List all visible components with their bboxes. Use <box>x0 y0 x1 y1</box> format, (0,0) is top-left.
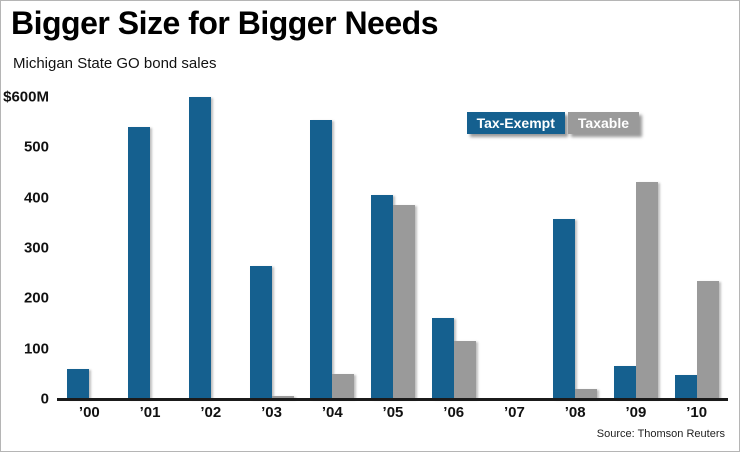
bar-tax-exempt <box>431 318 454 399</box>
x-tick-label: ’09 <box>625 404 647 421</box>
x-tick-label: ’02 <box>200 404 222 421</box>
plot-area <box>59 97 727 399</box>
x-tick-label: ’05 <box>382 404 404 421</box>
bar-taxable <box>453 341 476 399</box>
bar-tax-exempt <box>249 266 272 399</box>
source-credit: Source: Thomson Reuters <box>596 428 725 440</box>
bar-group <box>606 182 667 399</box>
y-tick-label: $600M <box>3 88 49 106</box>
x-tick-label: ’10 <box>686 404 708 421</box>
bar-tax-exempt <box>67 369 90 399</box>
x-axis-labels: ’00 ’01 ’02 ’03 ’04 ’05 ’06 ’07 ’08 ’09 ’10 <box>59 404 727 424</box>
bar-tax-exempt <box>674 375 697 399</box>
x-axis-baseline <box>57 398 728 401</box>
bar-tax-exempt <box>128 127 151 399</box>
legend: Tax-Exempt Taxable <box>466 112 639 134</box>
chart-subtitle: Michigan State GO bond sales <box>13 55 217 72</box>
legend-item-tax-exempt: Tax-Exempt <box>466 112 565 134</box>
y-tick-label: 300 <box>23 239 49 257</box>
legend-item-taxable: Taxable <box>567 112 639 134</box>
bar-group <box>241 266 302 399</box>
bar-group <box>302 120 363 399</box>
y-axis-labels: $600M 500 400 300 200 100 0 <box>1 89 53 408</box>
x-tick-label: ’08 <box>564 404 586 421</box>
y-tick-label: 500 <box>23 138 49 156</box>
bar-group <box>666 281 727 399</box>
bar-taxable <box>392 205 415 399</box>
x-tick-label: ’00 <box>78 404 100 421</box>
bar-tax-exempt <box>370 195 393 399</box>
bar-group <box>545 219 606 399</box>
bar-taxable <box>271 396 294 399</box>
y-tick-label: 200 <box>23 289 49 307</box>
y-tick-label: 100 <box>23 340 49 358</box>
bar-tax-exempt <box>188 97 211 399</box>
bar-tax-exempt <box>553 219 576 399</box>
bar-group <box>363 195 424 399</box>
x-tick-label: ’03 <box>261 404 282 421</box>
bar-group <box>59 369 120 399</box>
bar-taxable <box>635 182 658 399</box>
bar-group <box>423 318 484 399</box>
bar-taxable <box>696 281 719 399</box>
bar-group <box>180 97 241 399</box>
bar-group <box>120 127 181 399</box>
y-tick-label: 0 <box>40 390 49 408</box>
bar-tax-exempt <box>310 120 333 399</box>
x-tick-label: ’04 <box>321 404 343 421</box>
chart-title: Bigger Size for Bigger Needs <box>11 5 438 41</box>
y-tick-label: 400 <box>23 189 49 207</box>
bar-taxable <box>332 374 355 399</box>
x-tick-label: ’07 <box>504 404 525 421</box>
x-tick-label: ’01 <box>139 404 161 421</box>
bar-tax-exempt <box>613 366 636 399</box>
bar-taxable <box>575 389 598 399</box>
x-tick-label: ’06 <box>443 404 465 421</box>
